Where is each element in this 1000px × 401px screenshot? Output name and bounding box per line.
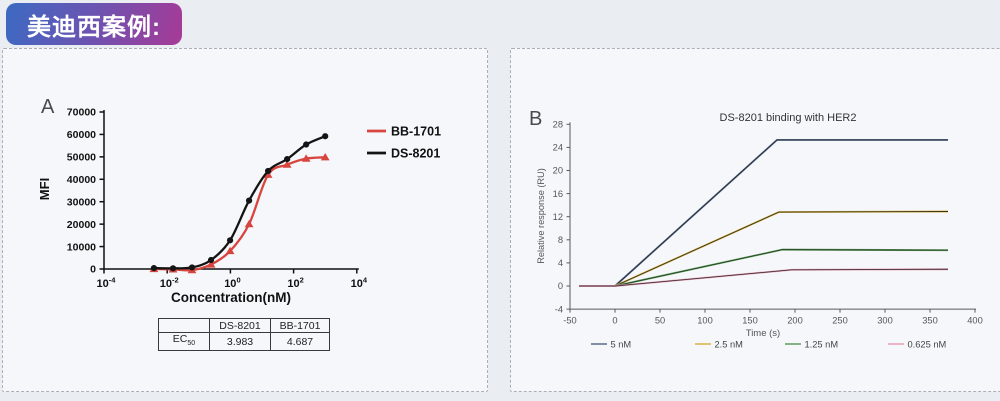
svg-text:8: 8 <box>558 235 563 245</box>
chart-b-legend: 5 nM 2.5 nM 1.25 nM 0.625 nM <box>591 340 946 350</box>
series-5-nm <box>579 138 948 287</box>
svg-text:20000: 20000 <box>67 219 96 231</box>
chart-b-ticks: -4 0 4 8 12 16 20 24 28 -50 0 50 100 150 200 250 300 350 4… <box>553 120 983 326</box>
chart-a-x-axis-title: Concentration(nM) <box>171 290 291 305</box>
svg-text:30000: 30000 <box>67 196 96 208</box>
svg-text:-4: -4 <box>555 304 563 314</box>
table-header-bb1701: BB-1701 <box>270 318 330 333</box>
svg-text:10000: 10000 <box>67 241 96 253</box>
svg-text:10-2: 10-2 <box>160 276 179 291</box>
svg-text:70000: 70000 <box>67 107 96 119</box>
svg-text:20: 20 <box>553 166 563 176</box>
ec-subscript: 50 <box>187 340 196 348</box>
legend-label-ds-8201: DS-8201 <box>391 146 440 160</box>
legend-label-2-5-nm: 2.5 nM <box>715 340 743 350</box>
svg-text:0: 0 <box>558 281 563 291</box>
svg-text:28: 28 <box>553 120 563 130</box>
svg-text:200: 200 <box>787 316 803 326</box>
series-0-625-nm <box>579 268 949 287</box>
svg-text:350: 350 <box>922 316 938 326</box>
chart-b-title: DS-8201 binding with HER2 <box>720 112 857 124</box>
table-header-ds8201: DS-8201 <box>209 318 271 333</box>
svg-text:0: 0 <box>90 264 96 276</box>
svg-text:100: 100 <box>697 316 713 326</box>
table-header-empty <box>158 318 210 333</box>
svg-text:250: 250 <box>832 316 848 326</box>
svg-text:-50: -50 <box>563 316 576 326</box>
series-ds-8201 <box>150 133 329 272</box>
chart-a-y-axis-title: MFI <box>37 178 52 200</box>
series-2-5-nm <box>579 210 949 287</box>
panel-b-label: B <box>529 108 543 130</box>
chart-a-legend: BB-1701 DS-8201 <box>367 124 441 160</box>
svg-text:40000: 40000 <box>67 174 96 186</box>
svg-text:4: 4 <box>558 258 563 268</box>
title-badge: 美迪西案例: <box>6 3 182 45</box>
chart-b-x-axis-title: Time (s) <box>746 328 780 339</box>
svg-text:12: 12 <box>553 212 563 222</box>
legend-label-1-25-nm: 1.25 nM <box>805 340 839 350</box>
series-bb-1701 <box>149 153 330 274</box>
svg-text:50000: 50000 <box>67 152 96 164</box>
panel-a-card: A 0 10000 20000 30000 40000 50000 60000 70000 10… <box>2 48 488 392</box>
svg-text:150: 150 <box>742 316 758 326</box>
svg-text:0: 0 <box>612 316 617 326</box>
svg-text:24: 24 <box>553 143 563 153</box>
ec50-value-ds8201: 3.983 <box>209 331 271 352</box>
table-header-row: DS-8201 BB-1701 <box>158 318 330 333</box>
svg-text:100: 100 <box>224 276 240 291</box>
svg-text:50: 50 <box>655 316 665 326</box>
svg-text:16: 16 <box>553 189 563 199</box>
panel-a-label: A <box>41 96 55 118</box>
legend-label-bb-1701: BB-1701 <box>391 124 441 138</box>
svg-text:400: 400 <box>967 316 983 326</box>
svg-text:60000: 60000 <box>67 129 96 141</box>
spr-sensorgram-chart: -4 0 4 8 12 16 20 24 28 -50 0 50 100 150 200 250 300 350 4… <box>536 112 983 350</box>
svg-text:300: 300 <box>877 316 893 326</box>
dose-response-chart: 0 10000 20000 30000 40000 50000 60000 70000 10-4… <box>37 107 441 305</box>
legend-label-5-nm: 5 nM <box>611 340 632 350</box>
panel-b-card: B -4 0 4 8 12 16 20 24 28 -50 0 50 100 150 200 250 300 35… <box>510 48 1000 392</box>
svg-text:102: 102 <box>287 276 303 291</box>
svg-text:104: 104 <box>351 276 368 291</box>
chart-a-axes <box>103 110 359 270</box>
ec-text: EC <box>172 333 188 345</box>
table-ec50-row: EC50 3.983 4.687 <box>158 331 330 352</box>
chart-b-axes <box>569 122 976 310</box>
chart-b-y-axis-title: Relative response (RU) <box>536 168 546 263</box>
chart-a-ticks: 0 10000 20000 30000 40000 50000 60000 70000 10-4… <box>67 107 368 290</box>
ec50-row-label: EC50 <box>158 331 210 352</box>
legend-label-0-625-nm: 0.625 nM <box>908 340 947 350</box>
ec50-table: DS-8201 BB-1701 EC50 3.983 4.687 <box>158 318 330 352</box>
ec50-value-bb1701: 4.687 <box>270 331 330 352</box>
svg-text:10-4: 10-4 <box>97 276 117 291</box>
